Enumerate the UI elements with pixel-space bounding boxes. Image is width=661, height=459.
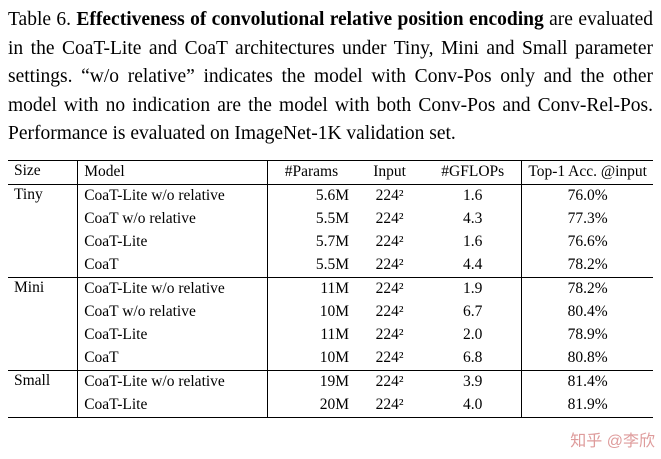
params-cell: 19M — [319, 373, 350, 390]
header-input: Input — [373, 163, 406, 180]
header-model: Model — [77, 160, 268, 184]
table-row: CoaT-Lite 11M 224² 2.0 78.9% — [8, 323, 653, 347]
model-cell: CoaT-Lite — [77, 230, 268, 254]
params-cell: 20M — [319, 396, 350, 413]
accuracy-cell: 81.4% — [567, 373, 608, 390]
table-group: Mini CoaT-Lite w/o relative 11M 224² 1.9 78.2… — [8, 277, 653, 370]
table-caption: Table 6. Effectiveness of convolutional … — [8, 6, 653, 149]
params-cell: 5.5M — [315, 210, 350, 227]
model-cell: CoaT — [77, 346, 268, 370]
gflops-cell: 1.6 — [424, 230, 523, 254]
watermark: 知乎 @李欣 — [570, 433, 655, 450]
gflops-cell: 6.8 — [424, 346, 523, 370]
input-cell: 224² — [375, 280, 404, 297]
model-cell: CoaT-Lite w/o relative — [77, 370, 268, 394]
params-cell: 5.7M — [315, 233, 350, 250]
params-cell: 10M — [319, 349, 350, 366]
input-cell: 224² — [375, 187, 404, 204]
header-size: Size — [8, 160, 79, 184]
accuracy-cell: 76.0% — [567, 187, 608, 204]
caption-body: are evaluated in the CoaT-Lite and CoaT … — [8, 9, 654, 144]
input-cell: 224² — [375, 233, 404, 250]
table-row: CoaT-Lite 20M 224² 4.0 81.9% — [8, 393, 653, 417]
table-row: Small CoaT-Lite w/o relative 19M 224² 3.9 81.… — [8, 370, 653, 417]
size-cell: Mini — [8, 277, 79, 370]
table-row: Mini CoaT-Lite w/o relative 11M 224² 1.9 78.2… — [8, 277, 653, 370]
accuracy-cell: 78.2% — [567, 256, 608, 273]
table-row: CoaT w/o relative 5.5M 224² 4.3 77.3% — [8, 207, 653, 231]
results-table: Size Model #Params Input #GFLOPs Top-1 A… — [8, 159, 653, 418]
table-group: Tiny CoaT-Lite w/o relative 5.6M 224² 1.6 76.… — [8, 184, 653, 277]
accuracy-cell: 78.2% — [567, 280, 608, 297]
model-cell: CoaT w/o relative — [77, 207, 268, 231]
input-cell: 224² — [375, 210, 404, 227]
params-cell: 5.5M — [315, 256, 350, 273]
table-header-row: Size Model #Params Input #GFLOPs Top-1 A… — [8, 160, 653, 184]
gflops-cell: 6.7 — [424, 300, 523, 324]
gflops-cell: 4.3 — [424, 207, 523, 231]
gflops-cell: 4.4 — [424, 253, 523, 277]
model-cell: CoaT w/o relative — [77, 300, 268, 324]
params-cell: 11M — [320, 326, 350, 343]
accuracy-cell: 76.6% — [567, 233, 608, 250]
table-group: Small CoaT-Lite w/o relative 19M 224² 3.9 81.… — [8, 370, 653, 417]
model-cell: CoaT-Lite — [77, 323, 268, 347]
table-row: CoaT-Lite 5.7M 224² 1.6 76.6% — [8, 230, 653, 254]
gflops-cell: 1.9 — [424, 277, 523, 301]
caption-title: Effectiveness of convolutional relative … — [76, 9, 544, 30]
params-cell: 11M — [320, 280, 350, 297]
input-cell: 224² — [375, 396, 404, 413]
gflops-cell: 3.9 — [424, 370, 523, 394]
gflops-cell: 2.0 — [424, 323, 523, 347]
table-row: CoaT w/o relative 10M 224² 6.7 80.4% — [8, 300, 653, 324]
input-cell: 224² — [375, 349, 404, 366]
input-cell: 224² — [375, 373, 404, 390]
input-cell: 224² — [375, 303, 404, 320]
model-cell: CoaT-Lite w/o relative — [77, 277, 268, 301]
size-cell: Small — [8, 370, 79, 417]
header-params: #Params — [284, 163, 339, 180]
model-cell: CoaT — [77, 253, 268, 277]
caption-label: Table 6. — [8, 9, 72, 30]
params-cell: 5.6M — [315, 187, 350, 204]
table-row: CoaT 10M 224² 6.8 80.8% — [8, 346, 653, 370]
gflops-cell: 1.6 — [424, 184, 523, 208]
input-cell: 224² — [375, 256, 404, 273]
gflops-cell: 4.0 — [424, 393, 523, 417]
header-top1-acc: Top-1 Acc. @input — [528, 163, 647, 180]
accuracy-cell: 77.3% — [567, 210, 608, 227]
header-gflops: #GFLOPs — [424, 160, 523, 184]
model-cell: CoaT-Lite w/o relative — [77, 184, 268, 208]
table-row: CoaT 5.5M 224² 4.4 78.2% — [8, 253, 653, 277]
accuracy-cell: 80.4% — [567, 303, 608, 320]
accuracy-cell: 81.9% — [567, 396, 608, 413]
input-cell: 224² — [375, 326, 404, 343]
size-cell: Tiny — [8, 184, 79, 277]
table-row: Tiny CoaT-Lite w/o relative 5.6M 224² 1.6 76.… — [8, 184, 653, 277]
model-cell: CoaT-Lite — [77, 393, 268, 417]
accuracy-cell: 80.8% — [567, 349, 608, 366]
accuracy-cell: 78.9% — [567, 326, 608, 343]
params-cell: 10M — [319, 303, 350, 320]
